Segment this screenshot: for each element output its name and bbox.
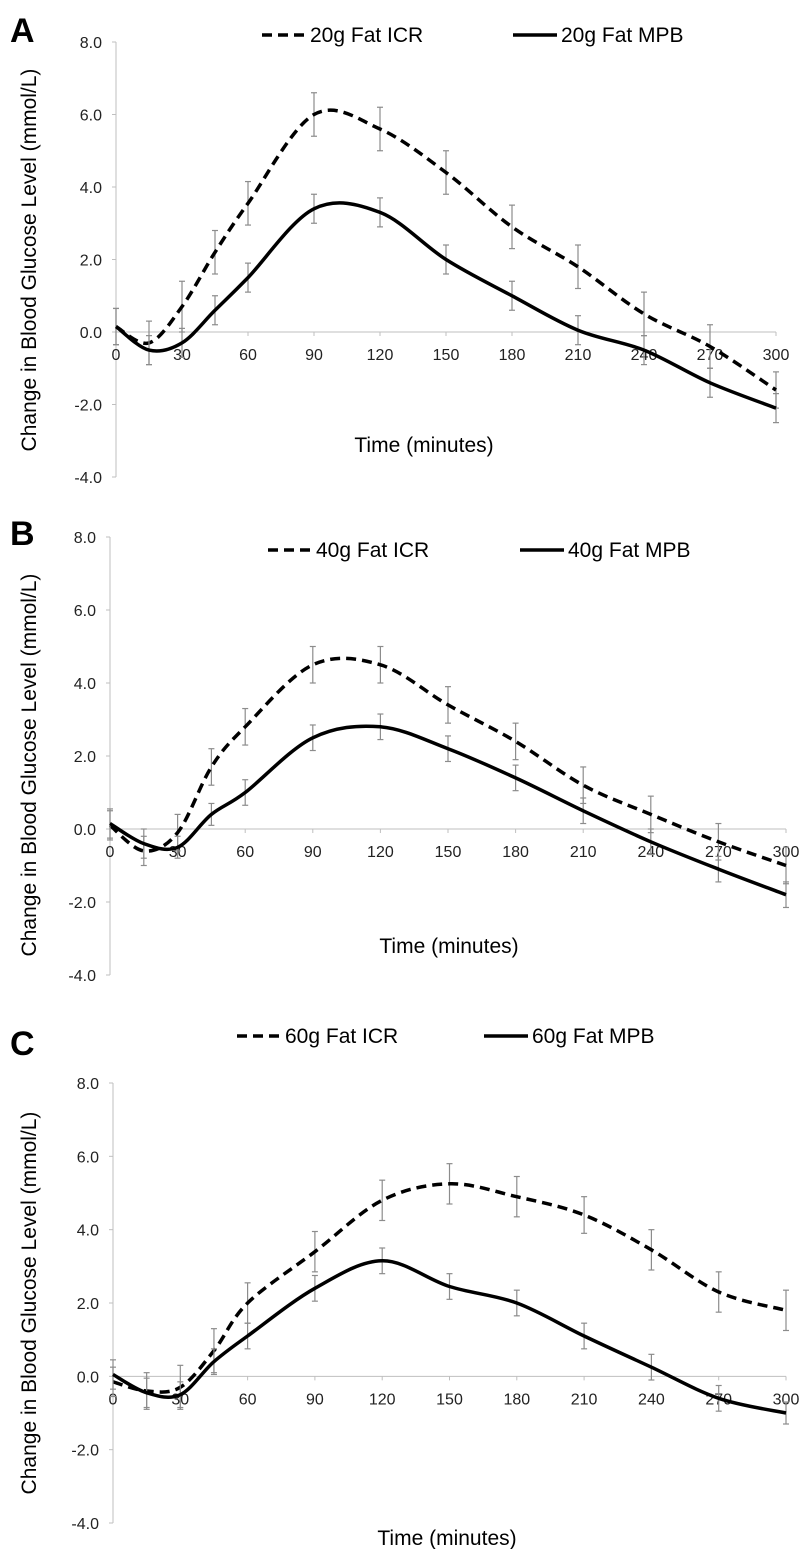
y-tick-label: 0.0 bbox=[74, 822, 96, 839]
x-tick-label: 180 bbox=[499, 347, 526, 364]
y-tick-label: 8.0 bbox=[77, 1076, 99, 1093]
x-tick-label: 90 bbox=[305, 347, 323, 364]
x-tick-label: 210 bbox=[571, 1391, 598, 1408]
series-line bbox=[108, 656, 787, 868]
x-tick-label: 0 bbox=[106, 844, 115, 861]
panel-label: A bbox=[10, 12, 35, 50]
x-tick-label: 150 bbox=[436, 1391, 463, 1408]
x-tick-label: 240 bbox=[638, 1391, 665, 1408]
x-tick-label: 300 bbox=[763, 347, 790, 364]
y-tick-label: 6.0 bbox=[77, 1149, 99, 1166]
y-tick-label: -2.0 bbox=[71, 1443, 99, 1460]
x-tick-label: 60 bbox=[239, 347, 257, 364]
x-tick-label: 0 bbox=[109, 1391, 118, 1408]
x-tick-label: 60 bbox=[239, 1391, 257, 1408]
x-tick-label: 0 bbox=[112, 347, 121, 364]
x-axis-title: Time (minutes) bbox=[354, 434, 493, 457]
x-tick-label: 120 bbox=[367, 844, 394, 861]
x-tick-label: 150 bbox=[435, 844, 462, 861]
y-tick-label: 6.0 bbox=[80, 108, 102, 125]
y-tick-label: 0.0 bbox=[77, 1369, 99, 1386]
x-tick-label: 90 bbox=[306, 1391, 324, 1408]
y-axis-title: Change in Blood Glucose Level (mmol/L) bbox=[18, 574, 41, 957]
y-tick-label: 0.0 bbox=[80, 325, 102, 342]
legend-label: 40g Fat ICR bbox=[316, 539, 429, 562]
legend-label: 60g Fat ICR bbox=[285, 1025, 398, 1048]
x-tick-label: 120 bbox=[367, 347, 394, 364]
y-tick-label: 2.0 bbox=[74, 749, 96, 766]
x-tick-label: 180 bbox=[503, 1391, 530, 1408]
y-tick-label: 4.0 bbox=[80, 180, 102, 197]
panel-a: A 8.0 6.0 4.0 2.0 0.0 -2.0 -4.0 0 30 60 90 120 150 18… bbox=[0, 0, 804, 505]
y-tick-label: -2.0 bbox=[68, 895, 96, 912]
panel-label: B bbox=[10, 515, 35, 553]
chart-b-svg: B 8.06.04.02.00.0-2.0-4.00 30 60 90 120 150 18… bbox=[10, 515, 799, 985]
x-axis-title: Time (minutes) bbox=[377, 1527, 516, 1549]
y-tick-label: 4.0 bbox=[77, 1223, 99, 1240]
x-tick-label: 90 bbox=[304, 844, 322, 861]
x-tick-label: 150 bbox=[433, 347, 460, 364]
y-tick-label: -2.0 bbox=[74, 398, 102, 415]
panel-c: C 8.0 6.0 4.0 2.0 0.0 -2.0 -4.0 0 30 60 90 120 150 18… bbox=[0, 1015, 804, 1549]
y-tick-label: 8.0 bbox=[74, 530, 96, 547]
legend-label: 20g Fat ICR bbox=[310, 24, 423, 47]
y-tick-label: 6.0 bbox=[74, 603, 96, 620]
y-tick-label: 2.0 bbox=[80, 253, 102, 270]
series-solid bbox=[113, 193, 779, 424]
panel-b: B 8.0 6.0 4.0 2.0 0.0 -2.0 -4.0 0 30 60 90 120 150 18… bbox=[0, 505, 804, 1015]
y-tick-label: 2.0 bbox=[77, 1296, 99, 1313]
x-tick-label: 300 bbox=[773, 1391, 800, 1408]
y-tick-label: -4.0 bbox=[74, 470, 102, 487]
y-tick-label: 4.0 bbox=[74, 676, 96, 693]
chart-c-svg: C 8.06.04.02.00.0-2.0-4.00 30 60 90 120 150 18… bbox=[10, 1025, 800, 1549]
panel-label: C bbox=[10, 1025, 35, 1063]
legend-label: 40g Fat MPB bbox=[568, 539, 691, 562]
chart-a-svg: A 8.06.04.02.00.0-2.0-4.00 30 60 90 120 150 18… bbox=[10, 12, 790, 487]
x-tick-label: 210 bbox=[565, 347, 592, 364]
y-axis-title: Change in Blood Glucose Level (mmol/L) bbox=[18, 1112, 41, 1495]
x-tick-label: 210 bbox=[570, 844, 597, 861]
series-line bbox=[112, 1259, 787, 1415]
x-tick-label: 60 bbox=[236, 844, 254, 861]
series-solid bbox=[107, 713, 789, 909]
y-tick-label: -4.0 bbox=[68, 968, 96, 985]
y-axis-title: Change in Blood Glucose Level (mmol/L) bbox=[18, 69, 41, 452]
series-line bbox=[112, 1182, 787, 1394]
legend-label: 60g Fat MPB bbox=[532, 1025, 655, 1048]
series-line bbox=[114, 201, 777, 410]
series-dashed bbox=[107, 645, 789, 885]
y-tick-label: 8.0 bbox=[80, 35, 102, 52]
x-tick-label: 180 bbox=[502, 844, 529, 861]
x-axis-title: Time (minutes) bbox=[379, 935, 518, 958]
x-tick-label: 120 bbox=[369, 1391, 396, 1408]
series-solid bbox=[110, 1247, 789, 1425]
y-tick-label: -4.0 bbox=[71, 1516, 99, 1533]
legend-label: 20g Fat MPB bbox=[561, 24, 684, 47]
series-line bbox=[115, 108, 777, 392]
series-line bbox=[109, 724, 787, 897]
